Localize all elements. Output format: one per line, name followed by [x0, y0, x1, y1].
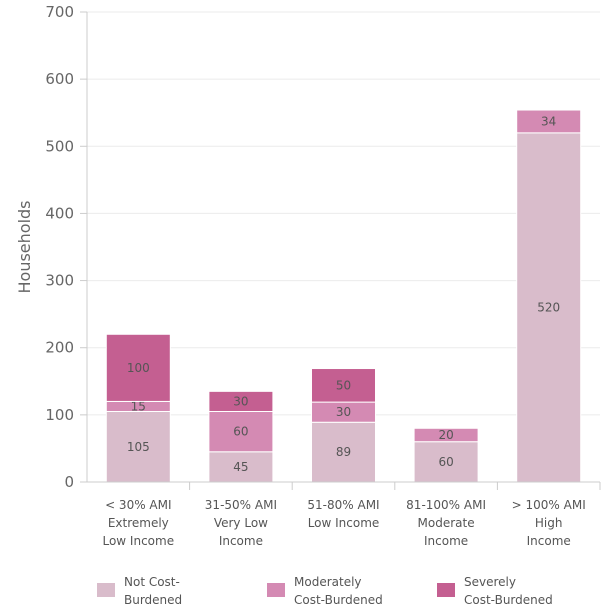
y-tick-label: 100	[45, 406, 74, 424]
legend-label: Not Cost-Burdened	[124, 575, 182, 607]
bar-segment	[105, 333, 171, 402]
y-tick-label: 700	[45, 3, 74, 21]
x-tick-label: 81-100% AMI Moderate Income	[406, 498, 486, 548]
y-tick-label: 500	[45, 137, 74, 155]
y-axis-title: Households	[15, 200, 34, 293]
data-label: 105	[127, 440, 150, 454]
y-tick-label: 200	[45, 339, 74, 357]
legend-swatch	[267, 583, 285, 597]
bar-segment	[311, 368, 376, 403]
bar-segment	[516, 132, 582, 483]
data-label: 34	[541, 114, 556, 128]
y-tick-label: 400	[45, 204, 74, 222]
bar-segment	[208, 451, 274, 483]
data-label: 15	[131, 399, 146, 413]
data-label: 60	[438, 455, 453, 469]
bars: 105 15 100 45 60 30 89 30 50 60 20 520 34	[105, 109, 582, 483]
x-tick-label: > 100% AMI High Income	[512, 498, 586, 548]
bar-segment	[413, 427, 479, 443]
x-tick-label: 51-80% AMI Low Income	[307, 498, 379, 530]
data-label: 50	[336, 378, 351, 392]
legend-swatch	[97, 583, 115, 597]
y-tick-label: 600	[45, 70, 74, 88]
bar-segment	[208, 411, 274, 453]
legend-label: Severely Cost-Burdened	[464, 575, 553, 607]
y-tick-label: 300	[45, 272, 74, 290]
bar-segment	[208, 390, 274, 413]
data-label: 30	[233, 394, 248, 408]
data-label: 89	[336, 445, 351, 459]
y-axis: 0 100 200 300 400 500 600 700	[45, 3, 88, 491]
x-tick-label: 31-50% AMI Very Low Income	[205, 498, 277, 548]
x-tick-label: < 30% AMI Extremely Low Income	[102, 498, 174, 548]
data-label: 60	[233, 425, 248, 439]
y-tick-label: 0	[64, 473, 74, 491]
bar-segment	[516, 109, 582, 134]
x-axis: < 30% AMI Extremely Low Income 31-50% AMI Ve…	[87, 481, 601, 548]
gridlines	[87, 11, 600, 416]
legend-label: Moderately Cost-Burdened	[294, 575, 383, 607]
legend: Not Cost-Burdened Moderately Cost-Burdened…	[97, 575, 553, 607]
bar-segment	[413, 441, 479, 483]
data-label: 30	[336, 405, 351, 419]
data-label: 100	[127, 361, 150, 375]
bar-segment	[311, 421, 376, 483]
data-label: 520	[537, 300, 560, 314]
legend-swatch	[437, 583, 455, 597]
data-label: 20	[438, 428, 453, 442]
data-label: 45	[233, 460, 248, 474]
